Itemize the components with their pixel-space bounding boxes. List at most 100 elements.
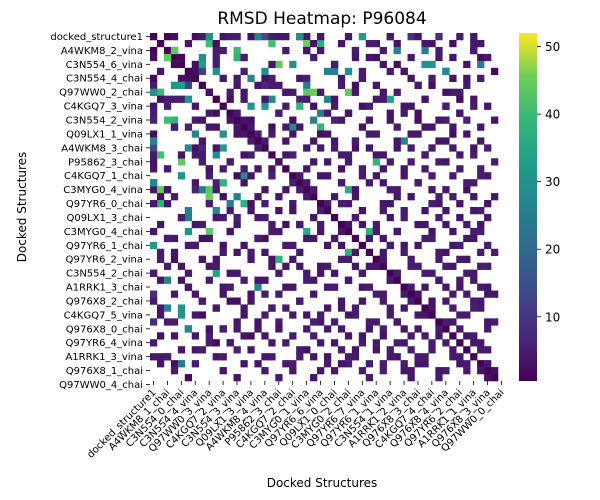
heatmap-cell	[261, 95, 269, 103]
heatmap-cell	[170, 116, 179, 124]
heatmap-cell	[184, 241, 193, 250]
heatmap-cell	[428, 172, 436, 180]
heatmap-cell	[421, 39, 429, 48]
heatmap-cell	[226, 297, 234, 305]
heatmap-cell	[351, 53, 360, 62]
heatmap-cell	[247, 346, 255, 354]
heatmap-cell	[386, 311, 394, 319]
heatmap-cell	[365, 248, 374, 257]
heatmap-cell	[205, 123, 213, 131]
heatmap-cell	[226, 283, 234, 291]
heatmap-cell	[212, 144, 220, 152]
y-tick-label: C3N554_4_chai	[66, 74, 143, 85]
heatmap-cell	[421, 304, 429, 312]
heatmap-cell	[282, 339, 290, 347]
heatmap-cell	[254, 165, 262, 173]
heatmap-cell	[372, 39, 380, 48]
heatmap-cell	[428, 81, 436, 89]
heatmap-cell	[275, 374, 283, 382]
heatmap-cell	[317, 33, 325, 41]
heatmap-cell	[330, 234, 339, 243]
heatmap-cell	[344, 332, 353, 340]
heatmap-cell	[324, 95, 332, 103]
heatmap-cell	[470, 33, 478, 41]
heatmap-cell	[289, 130, 297, 138]
heatmap-cell	[393, 318, 401, 326]
heatmap-cell	[303, 311, 311, 319]
heatmap-cell	[212, 109, 220, 117]
heatmap-cell	[337, 241, 346, 250]
y-tick-label: Q976X8_1_chai	[66, 366, 143, 377]
heatmap-cell	[191, 144, 200, 152]
heatmap-cell	[484, 241, 492, 250]
heatmap-cell	[337, 346, 346, 354]
heatmap-cell	[358, 283, 367, 291]
heatmap-cell	[184, 67, 193, 76]
heatmap-cell	[219, 74, 227, 83]
heatmap-cell	[150, 353, 158, 361]
heatmap-cell	[150, 46, 158, 55]
heatmap-cell	[407, 290, 415, 298]
heatmap-cell	[456, 88, 464, 96]
heatmap-cell	[296, 353, 304, 361]
heatmap-cell	[400, 137, 408, 145]
heatmap-cell	[170, 81, 179, 89]
heatmap-cell	[254, 234, 262, 243]
heatmap-cell	[205, 39, 213, 48]
heatmap-cell	[317, 207, 325, 215]
heatmap-cell	[150, 227, 158, 236]
heatmap-cell	[177, 151, 186, 159]
heatmap-cell	[212, 207, 220, 215]
heatmap-cell	[303, 81, 311, 89]
heatmap-cell	[344, 227, 353, 236]
heatmap-cell	[407, 283, 415, 291]
heatmap-cell	[212, 353, 220, 361]
heatmap-cell	[268, 262, 276, 270]
heatmap-cell	[289, 283, 297, 291]
heatmap-cell	[275, 255, 283, 263]
heatmap-cell	[393, 39, 401, 48]
heatmap-cell	[337, 116, 346, 124]
heatmap-cell	[400, 367, 408, 375]
heatmap-cell	[324, 207, 332, 215]
heatmap-cell	[421, 332, 429, 340]
heatmap-cell	[205, 165, 213, 173]
heatmap-cell	[156, 88, 165, 96]
heatmap-cell	[414, 220, 422, 229]
heatmap-cell	[198, 60, 206, 69]
heatmap-cell	[491, 116, 499, 124]
heatmap-cell	[184, 95, 193, 103]
heatmap-cell	[414, 241, 422, 250]
heatmap-cell	[414, 179, 422, 187]
heatmap-cell	[170, 60, 179, 69]
heatmap-cell	[428, 234, 436, 243]
heatmap-cell	[393, 353, 401, 361]
heatmap-cell	[163, 46, 172, 55]
heatmap-cell	[491, 367, 499, 375]
heatmap-cell	[247, 130, 255, 138]
heatmap-cell	[219, 144, 227, 152]
heatmap-cell	[407, 130, 415, 138]
heatmap-cell	[296, 95, 304, 103]
heatmap-cell	[470, 102, 478, 110]
heatmap-cell	[477, 53, 485, 62]
heatmap-cell	[317, 172, 325, 180]
heatmap-cell	[226, 33, 234, 41]
heatmap-cell	[198, 220, 206, 229]
heatmap-cell	[456, 353, 464, 361]
heatmap-cell	[344, 360, 353, 368]
heatmap-cell	[205, 234, 213, 243]
heatmap-cell	[386, 304, 394, 312]
heatmap-cell	[296, 74, 304, 83]
heatmap-cell	[240, 304, 248, 312]
heatmap-cell	[205, 339, 213, 347]
heatmap-cell	[233, 116, 241, 124]
heatmap-cell	[254, 318, 262, 326]
heatmap-cell	[296, 123, 304, 131]
heatmap-cell	[268, 255, 276, 263]
heatmap-cell	[456, 95, 464, 103]
heatmap-cell	[296, 186, 304, 194]
heatmap-cell	[463, 311, 471, 319]
heatmap-cell	[428, 339, 436, 347]
heatmap-cell	[463, 179, 471, 187]
